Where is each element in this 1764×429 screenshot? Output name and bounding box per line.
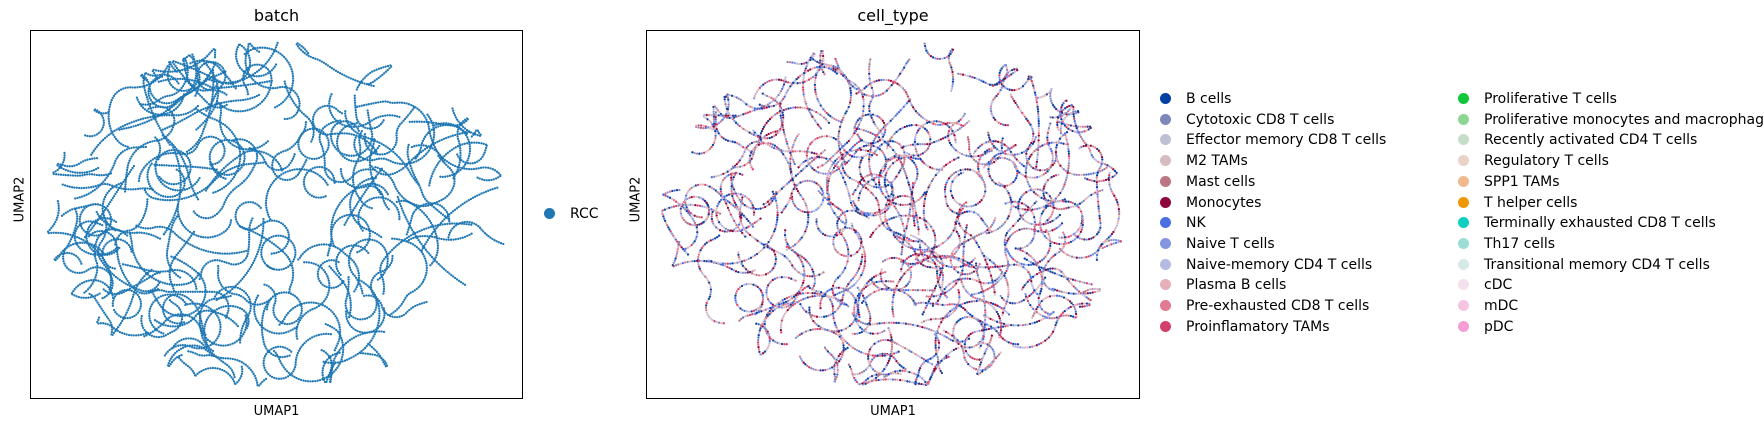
legend-marker-icon [1458, 237, 1469, 249]
legend-label: Naive T cells [1186, 235, 1275, 252]
legend-marker-icon [1160, 279, 1171, 291]
legend-label: Monocytes [1186, 194, 1262, 211]
legend-label: pDC [1484, 318, 1514, 335]
legend-marker-icon [1160, 113, 1171, 125]
legend-marker-icon [1160, 175, 1171, 187]
legend-label: Regulatory T cells [1484, 153, 1609, 170]
x-axis-label-batch: UMAP1 [253, 404, 300, 419]
legend-label: RCC [570, 206, 599, 222]
legend-marker-icon [1160, 134, 1171, 146]
legend-marker-icon [1458, 258, 1469, 270]
legend-label: Proliferative T cells [1484, 91, 1617, 107]
legend-label: Proliferative monocytes and macrophages [1484, 111, 1764, 128]
plot-area-cell-type [646, 30, 1140, 399]
scatter-points-batch [46, 41, 505, 387]
legend-label: Effector memory CD8 T cells [1186, 132, 1387, 149]
legend-marker-icon [1160, 93, 1171, 104]
legend-label: M2 TAMs [1186, 153, 1248, 170]
chart-title-cell-type: cell_type [857, 6, 929, 25]
legend-marker-icon [1458, 300, 1469, 311]
legend-label: Th17 cells [1484, 235, 1556, 252]
legend-marker-icon [1160, 217, 1171, 229]
legend-marker-icon [1458, 217, 1469, 229]
legend-marker-icon [544, 208, 555, 219]
legend-batch: RCC [544, 205, 614, 227]
legend-label: T helper cells [1484, 194, 1578, 211]
legend-marker-icon [1458, 320, 1469, 332]
legend-marker-icon [1458, 134, 1469, 146]
legend-marker-icon [1458, 155, 1469, 167]
legend-label: Terminally exhausted CD8 T cells [1484, 215, 1716, 232]
legend-marker-icon [1458, 175, 1469, 187]
legend-label: SPP1 TAMs [1484, 173, 1560, 190]
scatter-points-cell-type [660, 42, 1122, 387]
plot-area-batch [30, 30, 523, 399]
legend-marker-icon [1160, 155, 1171, 167]
legend-label: Proinflamatory TAMs [1186, 318, 1330, 335]
legend-label: Transitional memory CD4 T cells [1484, 256, 1710, 273]
legend-label: Naive-memory CD4 T cells [1186, 256, 1373, 273]
legend-marker-icon [1160, 237, 1171, 249]
legend-label: Plasma B cells [1186, 277, 1287, 294]
legend-marker-icon [1160, 258, 1171, 270]
x-axis-label-cell-type: UMAP1 [870, 404, 916, 419]
legend-cell-type: B cells Cytotoxic CD8 T cells Effector mem… [1160, 90, 1764, 340]
legend-label: mDC [1484, 298, 1519, 314]
legend-marker-icon [1458, 113, 1469, 125]
legend-marker-icon [1458, 196, 1469, 208]
legend-label: NK [1186, 215, 1206, 232]
y-axis-label-batch: UMAP2 [12, 176, 28, 223]
legend-label: Pre-exhausted CD8 T cells [1186, 298, 1370, 314]
legend-marker-icon [1160, 196, 1171, 208]
legend-marker-icon [1458, 279, 1469, 291]
legend-label: Mast cells [1186, 173, 1256, 190]
legend-label: Cytotoxic CD8 T cells [1186, 111, 1335, 128]
legend-label: B cells [1186, 91, 1232, 107]
legend-label: Recently activated CD4 T cells [1484, 132, 1698, 149]
chart-title-batch: batch [253, 6, 300, 25]
legend-label: cDC [1484, 277, 1513, 294]
legend-marker-icon [1160, 300, 1171, 311]
legend-marker-icon [1160, 320, 1171, 332]
legend-marker-icon [1458, 93, 1469, 104]
y-axis-label-cell-type: UMAP2 [628, 176, 644, 223]
